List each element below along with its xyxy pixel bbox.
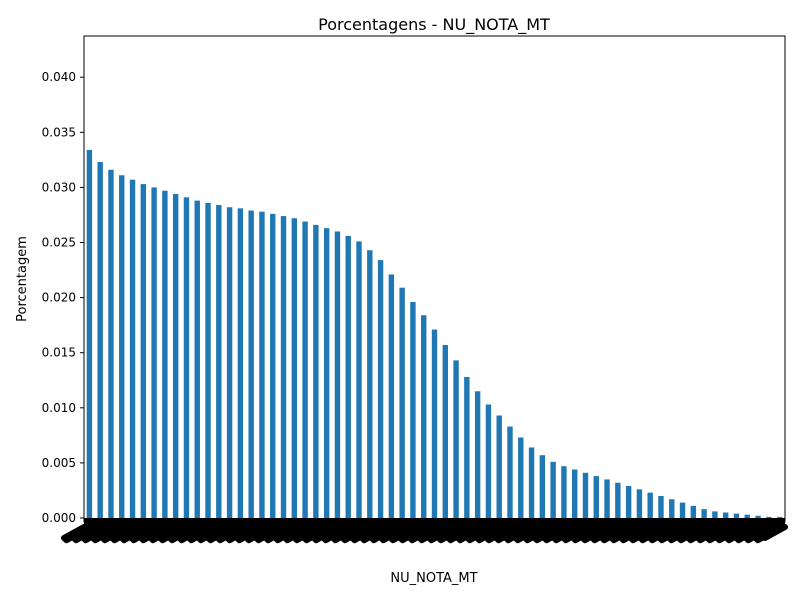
bar (496, 415, 502, 518)
bar (625, 486, 632, 518)
y-tick-label: 0.010 (42, 401, 76, 415)
bar (518, 437, 524, 518)
bar (270, 213, 276, 518)
bar-series (86, 149, 783, 519)
bar (140, 184, 147, 518)
bar (701, 509, 707, 518)
bar (733, 513, 740, 518)
y-tick-label: 0.020 (42, 291, 76, 305)
bar (248, 210, 254, 519)
bar (313, 224, 319, 519)
bar (345, 235, 351, 518)
y-axis-label: Porcentagem (15, 236, 30, 322)
bar (388, 274, 395, 518)
bar (722, 512, 729, 518)
bar (172, 194, 179, 518)
bar (367, 250, 373, 519)
bar (421, 315, 427, 518)
bar (572, 469, 578, 518)
bar (669, 499, 675, 518)
bar (582, 472, 589, 518)
bar (323, 228, 330, 518)
bar (119, 175, 125, 518)
bar (485, 404, 492, 518)
bar (776, 516, 783, 518)
bar (259, 211, 265, 519)
bar (593, 476, 599, 518)
x-tick-label-glyphs (762, 524, 788, 541)
bar (410, 302, 416, 518)
y-axis-ticks: 0.000 0.005 0.010 0.015 0.020 0.025 0.030 0.035… (42, 70, 84, 525)
bar (237, 208, 244, 518)
bar (647, 492, 653, 518)
bar (690, 505, 697, 518)
bar (399, 287, 405, 518)
y-tick-label: 0.005 (42, 456, 76, 470)
bar (636, 489, 643, 518)
bar (108, 169, 114, 518)
bar (615, 482, 621, 518)
bar (712, 511, 718, 518)
bar (453, 360, 459, 518)
bar (302, 221, 308, 518)
bar (216, 205, 222, 519)
bar (561, 466, 567, 518)
bar (464, 376, 470, 518)
bar (766, 516, 772, 518)
y-tick-label: 0.035 (42, 125, 76, 139)
bar (151, 187, 157, 518)
y-tick-label: 0.000 (42, 511, 76, 525)
y-tick-label: 0.030 (42, 180, 76, 194)
x-axis-label: NU_NOTA_MT (390, 571, 477, 586)
bar (183, 197, 190, 518)
bar (129, 179, 136, 518)
bar (679, 502, 686, 518)
y-tick-label: 0.025 (42, 236, 76, 250)
x-tick-marks (61, 518, 788, 544)
y-tick-label: 0.040 (42, 70, 76, 84)
bar (474, 391, 481, 518)
chart-title: Porcentagens - NU_NOTA_MT (318, 15, 550, 35)
bar (194, 200, 200, 518)
bar (205, 202, 211, 518)
bar (755, 515, 761, 518)
bar (744, 514, 750, 518)
bar (528, 447, 535, 518)
bar (658, 495, 664, 518)
bar (442, 344, 448, 518)
bar (550, 461, 556, 518)
bar (377, 260, 384, 518)
y-tick-label: 0.015 (42, 346, 76, 360)
bar (97, 162, 103, 518)
bar (604, 479, 610, 518)
bar (291, 218, 297, 519)
bar (539, 455, 546, 518)
plot-frame (83, 35, 786, 523)
bar (334, 231, 341, 519)
bar (507, 426, 513, 518)
bar (280, 216, 287, 518)
bar (226, 207, 233, 518)
bar (162, 190, 168, 518)
bar (356, 241, 362, 518)
bar (86, 149, 93, 518)
bar (431, 329, 438, 518)
